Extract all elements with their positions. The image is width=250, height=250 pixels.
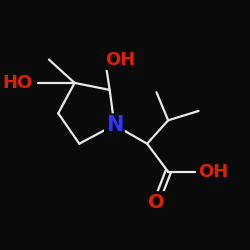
Text: OH: OH: [198, 163, 229, 181]
Text: N: N: [106, 115, 123, 135]
Text: O: O: [148, 193, 165, 212]
Text: HO: HO: [2, 74, 32, 92]
Text: OH: OH: [105, 50, 135, 68]
